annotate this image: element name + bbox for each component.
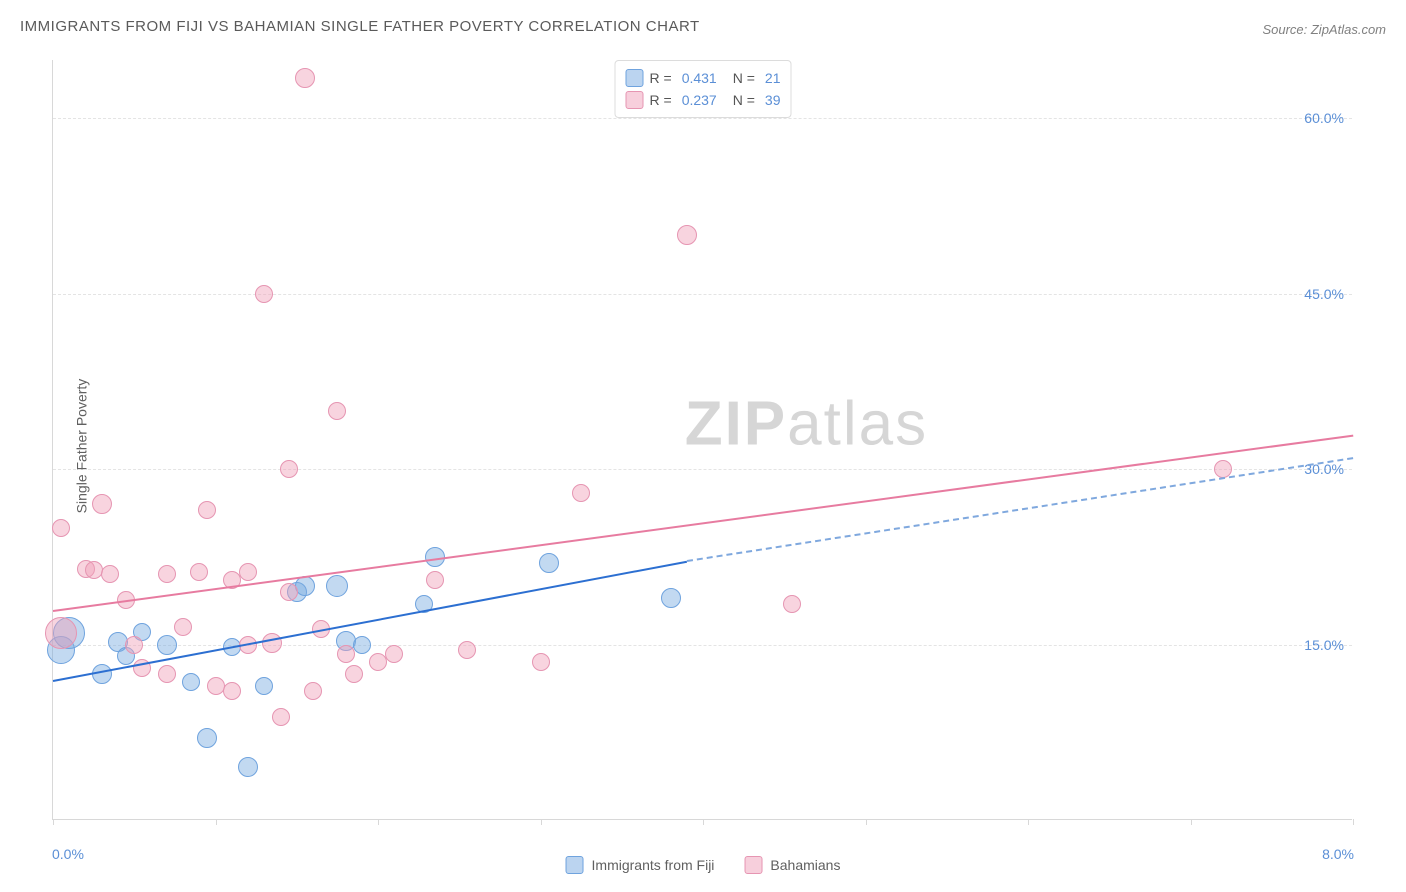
legend-item-bahamians: Bahamians bbox=[744, 856, 840, 874]
data-point bbox=[174, 618, 192, 636]
x-tick-mark bbox=[541, 819, 542, 825]
data-point bbox=[677, 225, 697, 245]
data-point bbox=[280, 583, 298, 601]
data-point bbox=[426, 571, 444, 589]
data-point bbox=[255, 677, 273, 695]
x-axis-max-label: 8.0% bbox=[1322, 846, 1354, 862]
legend-row-pink: R = 0.237 N = 39 bbox=[626, 89, 781, 111]
x-tick-mark bbox=[866, 819, 867, 825]
data-point bbox=[182, 673, 200, 691]
data-point bbox=[304, 682, 322, 700]
legend-item-fiji: Immigrants from Fiji bbox=[566, 856, 715, 874]
data-point bbox=[337, 645, 355, 663]
x-tick-mark bbox=[53, 819, 54, 825]
y-tick-label: 45.0% bbox=[1304, 286, 1344, 302]
legend-row-blue: R = 0.431 N = 21 bbox=[626, 67, 781, 89]
x-tick-mark bbox=[1191, 819, 1192, 825]
data-point bbox=[52, 519, 70, 537]
data-point bbox=[125, 636, 143, 654]
chart-title: IMMIGRANTS FROM FIJI VS BAHAMIAN SINGLE … bbox=[20, 18, 700, 35]
data-point bbox=[45, 617, 77, 649]
data-point bbox=[661, 588, 681, 608]
y-tick-label: 60.0% bbox=[1304, 110, 1344, 126]
data-point bbox=[158, 665, 176, 683]
data-point bbox=[539, 553, 559, 573]
data-point bbox=[353, 636, 371, 654]
data-point bbox=[238, 757, 258, 777]
x-tick-mark bbox=[1353, 819, 1354, 825]
y-tick-label: 15.0% bbox=[1304, 637, 1344, 653]
legend-swatch-icon bbox=[626, 69, 644, 87]
source-attribution: Source: ZipAtlas.com bbox=[1262, 22, 1386, 37]
x-tick-mark bbox=[216, 819, 217, 825]
legend-swatch-icon bbox=[744, 856, 762, 874]
x-tick-mark bbox=[1028, 819, 1029, 825]
data-point bbox=[295, 68, 315, 88]
data-point bbox=[326, 575, 348, 597]
legend-swatch-icon bbox=[566, 856, 584, 874]
legend-swatch-icon bbox=[626, 91, 644, 109]
data-point bbox=[85, 561, 103, 579]
data-point bbox=[190, 563, 208, 581]
data-point bbox=[272, 708, 290, 726]
gridline bbox=[53, 469, 1352, 470]
correlation-legend: R = 0.431 N = 21 R = 0.237 N = 39 bbox=[615, 60, 792, 118]
watermark: ZIPatlas bbox=[685, 389, 928, 460]
data-point bbox=[458, 641, 476, 659]
data-point bbox=[385, 645, 403, 663]
data-point bbox=[280, 460, 298, 478]
data-point bbox=[101, 565, 119, 583]
chart-container: IMMIGRANTS FROM FIJI VS BAHAMIAN SINGLE … bbox=[0, 0, 1406, 892]
data-point bbox=[223, 682, 241, 700]
legend-label: Bahamians bbox=[770, 857, 840, 873]
data-point bbox=[328, 402, 346, 420]
data-point bbox=[532, 653, 550, 671]
trend-line bbox=[53, 434, 1353, 611]
gridline bbox=[53, 118, 1352, 119]
data-point bbox=[157, 635, 177, 655]
data-point bbox=[198, 501, 216, 519]
data-point bbox=[239, 563, 257, 581]
data-point bbox=[295, 576, 315, 596]
x-axis-min-label: 0.0% bbox=[52, 846, 84, 862]
data-point bbox=[783, 595, 801, 613]
data-point bbox=[255, 285, 273, 303]
data-point bbox=[92, 494, 112, 514]
x-tick-mark bbox=[378, 819, 379, 825]
data-point bbox=[369, 653, 387, 671]
x-tick-mark bbox=[703, 819, 704, 825]
data-point bbox=[158, 565, 176, 583]
legend-label: Immigrants from Fiji bbox=[592, 857, 715, 873]
data-point bbox=[197, 728, 217, 748]
data-point bbox=[572, 484, 590, 502]
data-point bbox=[345, 665, 363, 683]
series-legend: Immigrants from Fiji Bahamians bbox=[566, 856, 841, 874]
gridline bbox=[53, 294, 1352, 295]
plot-area: ZIPatlas 15.0%30.0%45.0%60.0% bbox=[52, 60, 1352, 820]
